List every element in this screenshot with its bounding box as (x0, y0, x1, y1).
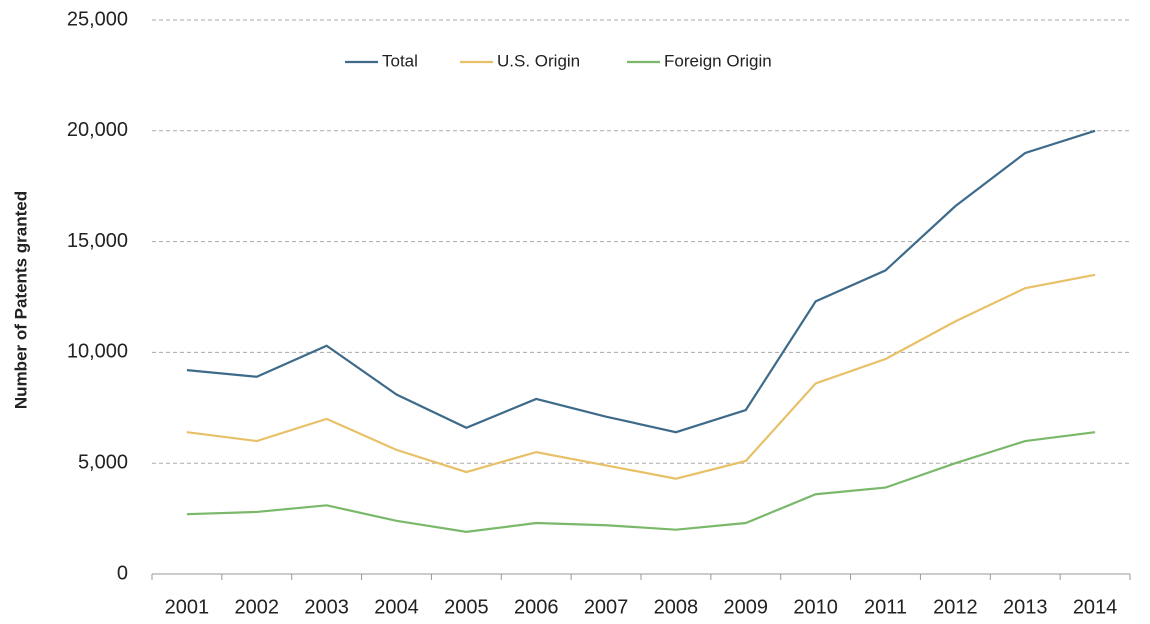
x-tick-label: 2007 (584, 596, 629, 618)
y-tick-label: 5,000 (78, 451, 128, 473)
series-line (186, 129, 1096, 434)
x-tick-label: 2014 (1073, 596, 1118, 618)
x-tick-label: 2003 (304, 596, 349, 618)
y-tick-label: 0 (117, 562, 128, 584)
x-tick-label: 2002 (235, 596, 280, 618)
series-line (186, 431, 1096, 534)
x-tick-label: 2004 (374, 596, 419, 618)
x-tick-label: 2010 (793, 596, 838, 618)
x-tick-label: 2006 (514, 596, 559, 618)
x-tick-label: 2009 (724, 596, 769, 618)
x-tick-label: 2001 (165, 596, 210, 618)
y-tick-label: 20,000 (67, 119, 128, 141)
x-tick-label: 2012 (933, 596, 978, 618)
y-tick-label: 25,000 (67, 8, 128, 30)
series-line (186, 273, 1096, 480)
x-tick-label: 2005 (444, 596, 489, 618)
y-tick-label: 10,000 (67, 341, 128, 363)
x-tick-label: 2011 (864, 596, 907, 618)
y-axis-label: Number of Patents granted (11, 191, 30, 409)
x-tick-label: 2008 (654, 596, 699, 618)
legend-label: Foreign Origin (664, 51, 772, 70)
legend-label: Total (382, 51, 418, 70)
legend-label: U.S. Origin (497, 51, 580, 70)
y-tick-label: 15,000 (67, 230, 128, 252)
x-tick-label: 2013 (1003, 596, 1048, 618)
